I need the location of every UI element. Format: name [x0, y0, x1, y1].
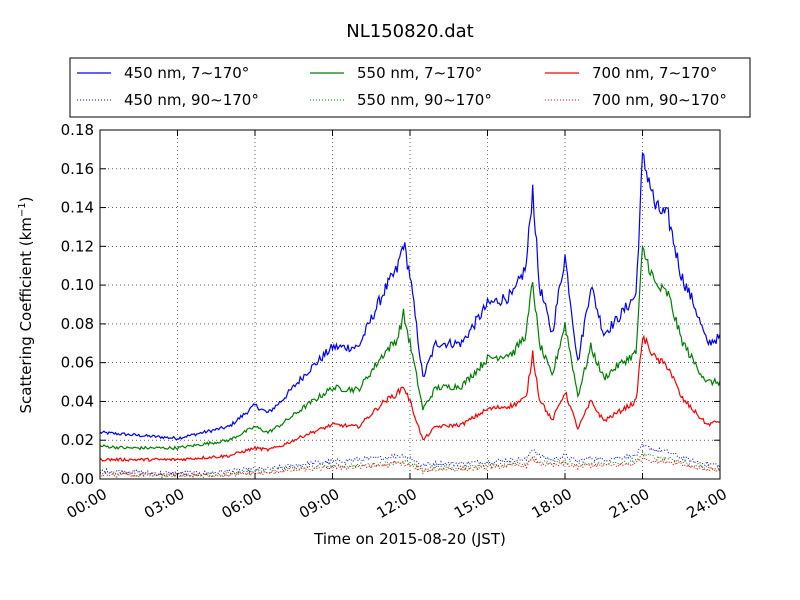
legend-label: 550 nm, 7∼170° [357, 64, 482, 82]
y-tick-label: 0.02 [61, 431, 94, 449]
y-tick-label: 0.00 [61, 470, 94, 488]
series-line [99, 334, 721, 463]
y-axis-label: Scattering Coefficient (km−1) [17, 196, 35, 413]
y-axis-label-close: ) [17, 196, 35, 202]
y-tick-label: 0.08 [61, 315, 94, 333]
series-line [99, 244, 721, 451]
y-tick-label: 0.14 [61, 199, 94, 217]
chart-title: NL150820.dat [346, 21, 473, 42]
legend-label: 450 nm, 7∼170° [124, 64, 249, 82]
legend-label: 700 nm, 90∼170° [592, 91, 727, 109]
series-line [99, 450, 721, 479]
legend-label: 550 nm, 90∼170° [357, 91, 492, 109]
y-axis-label-superscript: −1 [17, 202, 28, 217]
legend-label: 700 nm, 7∼170° [592, 64, 717, 82]
y-tick-label: 0.04 [61, 392, 94, 410]
y-tick-label: 0.12 [61, 237, 94, 255]
legend-box [69, 57, 751, 118]
y-tick-label: 0.18 [61, 121, 94, 139]
legend-label: 450 nm, 90∼170° [124, 91, 259, 109]
series-lines [99, 151, 721, 479]
y-axis-label-main: Scattering Coefficient (km [17, 217, 35, 413]
y-tick-label: 0.10 [61, 276, 94, 294]
x-axis-label: Time on 2015-08-20 (JST) [313, 530, 506, 548]
y-tick-label: 0.06 [61, 354, 94, 372]
series-line [99, 151, 721, 441]
y-tick-label: 0.16 [61, 160, 94, 178]
legend: 450 nm, 7∼170° 550 nm, 7∼170° 700 nm, 7∼17… [69, 57, 751, 118]
series-line [99, 454, 721, 479]
